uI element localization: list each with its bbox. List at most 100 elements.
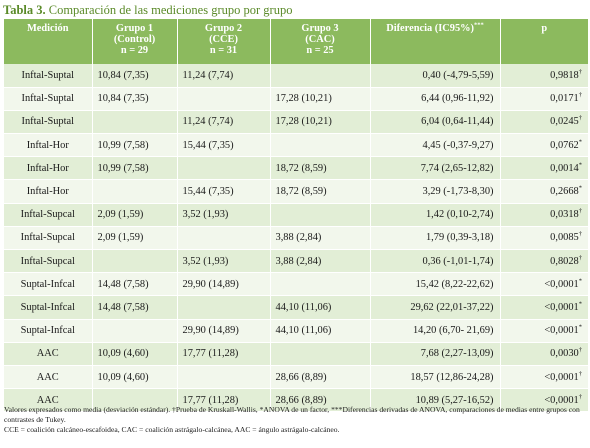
cell-medicion: Inftal-Suptal [4, 110, 93, 135]
cell-grupo-2: 3,52 (1,93) [177, 249, 271, 274]
table-title-label: Tabla 3. [3, 3, 46, 17]
cell-grupo-1: 10,09 (4,60) [92, 342, 178, 366]
cell-p: 0,0030† [500, 342, 588, 366]
cell-grupo-2: 3,52 (1,93) [177, 203, 271, 227]
cell-grupo-1 [92, 319, 178, 343]
cell-grupo-1: 10,84 (7,35) [92, 64, 178, 88]
col-header-grupo-3: Grupo 3 (CAC) n = 25 [270, 19, 371, 64]
cell-diferencia: 10,89 (5,27-16,52) [370, 388, 501, 413]
cell-grupo-3: 3,88 (2,84) [270, 249, 371, 274]
table-row: AAC 10,09 (4,60) 28,66 (8,89) 18,57 (12,86-… [4, 365, 588, 390]
cell-grupo-2: 17,77 (11,28) [177, 342, 271, 366]
cell-grupo-2 [177, 226, 271, 251]
significance-mark: * [578, 184, 582, 192]
cell-medicion: Inftal-Hor [4, 156, 93, 181]
cell-grupo-3 [270, 203, 371, 227]
significance-mark: † [578, 393, 582, 401]
cell-medicion: Inftal-Supcal [4, 226, 93, 251]
cell-grupo-3: 44,10 (11,06) [270, 295, 371, 320]
cell-medicion: AAC [4, 388, 93, 413]
cell-medicion: Inftal-Hor [4, 179, 93, 204]
significance-mark: † [578, 115, 582, 122]
cell-medicion: AAC [4, 365, 93, 390]
cell-medicion: Inftal-Suptal [4, 64, 93, 88]
cell-p: 0,0318† [500, 203, 588, 227]
table-row: Inftal-Hor 10,99 (7,58) 15,44 (7,35) 4,45 (… [4, 133, 588, 158]
cell-grupo-1 [92, 110, 178, 135]
cell-grupo-1: 10,99 (7,58) [92, 156, 178, 181]
table-row: Suptal-Infcal 14,48 (7,58) 29,90 (14,89) 15… [4, 272, 588, 297]
cell-medicion: Inftal-Supcal [4, 203, 93, 227]
cell-grupo-3: 17,28 (10,21) [270, 110, 371, 135]
cell-diferencia: 15,42 (8,22-22,62) [370, 272, 501, 297]
significance-mark: † [578, 68, 582, 76]
table-row: Suptal-Infcal 29,90 (14,89) 44,10 (11,06) 1… [4, 319, 588, 343]
table-row: Inftal-Hor 10,99 (7,58) 18,72 (8,59) 7,74 (… [4, 156, 588, 181]
cell-medicion: Suptal-Infcal [4, 319, 93, 343]
significance-mark: † [578, 254, 582, 262]
cell-p: <0,0001† [500, 365, 588, 390]
cell-grupo-1 [92, 249, 178, 274]
cell-diferencia: 29,62 (22,01-37,22) [370, 295, 501, 320]
significance-mark: * [578, 300, 582, 308]
significance-mark: † [578, 370, 582, 378]
table-row: Inftal-Suptal 11,24 (7,74) 17,28 (10,21) 6,… [4, 110, 588, 135]
cell-diferencia: 1,42 (0,10-2,74) [370, 203, 501, 227]
table-row: Inftal-Suptal 10,84 (7,35) 11,24 (7,74) 0,4… [4, 64, 588, 88]
cell-p: 0,0171† [500, 87, 588, 111]
cell-diferencia: 7,68 (2,27-13,09) [370, 342, 501, 366]
cell-medicion: Suptal-Infcal [4, 295, 93, 320]
significance-mark: † [578, 346, 582, 354]
cell-p: 0,0085† [500, 226, 588, 251]
table-row: AAC 17,77 (11,28) 28,66 (8,89) 10,89 (5,27-… [4, 388, 588, 413]
table-row: Suptal-Infcal 14,48 (7,58) 44,10 (11,06) 29… [4, 295, 588, 320]
cell-diferencia: 0,40 (-4,79-5,59) [370, 64, 501, 88]
significance-mark: * [578, 138, 582, 146]
cell-medicion: AAC [4, 342, 93, 366]
cell-diferencia: 6,44 (0,96-11,92) [370, 87, 501, 111]
cell-grupo-3 [270, 64, 371, 88]
cell-grupo-2: 17,77 (11,28) [177, 388, 271, 413]
cell-grupo-1: 14,48 (7,58) [92, 272, 178, 297]
footnote-line-1: Valores expresados como media (desviació… [4, 405, 580, 425]
table-footnotes: Valores expresados como media (desviació… [4, 405, 588, 436]
table-row: Inftal-Supcal 3,52 (1,93) 3,88 (2,84) 0,36 … [4, 249, 588, 274]
significance-mark: * [578, 323, 582, 331]
cell-diferencia: 3,29 (-1,73-8,30) [370, 179, 501, 204]
cell-medicion: Inftal-Hor [4, 133, 93, 158]
cell-grupo-1 [92, 388, 178, 413]
cell-diferencia: 0,36 (-1,01-1,74) [370, 249, 501, 274]
cell-grupo-3: 28,66 (8,89) [270, 388, 371, 413]
cell-grupo-3: 18,72 (8,59) [270, 156, 371, 181]
footnote-line-2: CCE = coalición calcáneo-escafoidea, CAC… [4, 425, 340, 435]
cell-grupo-2 [177, 87, 271, 111]
table-title-text: Comparación de las mediciones grupo por … [48, 3, 293, 17]
table-row: Inftal-Hor 15,44 (7,35) 18,72 (8,59) 3,29 (… [4, 179, 588, 204]
cell-grupo-1: 10,84 (7,35) [92, 87, 178, 111]
cell-grupo-1: 2,09 (1,59) [92, 226, 178, 251]
significance-mark: † [578, 230, 582, 238]
cell-p: <0,0001† [500, 388, 588, 413]
cell-grupo-3 [270, 342, 371, 366]
cell-p: 0,8028† [500, 249, 588, 274]
cell-p: <0,0001* [500, 295, 588, 320]
cell-diferencia: 18,57 (12,86-24,28) [370, 365, 501, 390]
cell-grupo-2 [177, 365, 271, 390]
cell-grupo-3: 3,88 (2,84) [270, 226, 371, 251]
cell-p: 0,0762* [500, 133, 588, 158]
significance-mark: † [578, 91, 582, 99]
cell-grupo-2: 15,44 (7,35) [177, 179, 271, 204]
table-row: Inftal-Supcal 2,09 (1,59) 3,88 (2,84) 1,79 … [4, 226, 588, 251]
cell-medicion: Inftal-Suptal [4, 87, 93, 111]
cell-grupo-3 [270, 272, 371, 297]
cell-p: 0,2668* [500, 179, 588, 204]
cell-grupo-3: 28,66 (8,89) [270, 365, 371, 390]
cell-grupo-2 [177, 156, 271, 181]
cell-grupo-3 [270, 133, 371, 158]
cell-p: 0,0245† [500, 110, 588, 135]
table-title: Tabla 3. Comparación de las mediciones g… [3, 2, 292, 18]
cell-medicion: Inftal-Supcal [4, 249, 93, 274]
cell-grupo-1 [92, 179, 178, 204]
significance-mark: * [578, 161, 582, 169]
cell-grupo-2 [177, 295, 271, 320]
